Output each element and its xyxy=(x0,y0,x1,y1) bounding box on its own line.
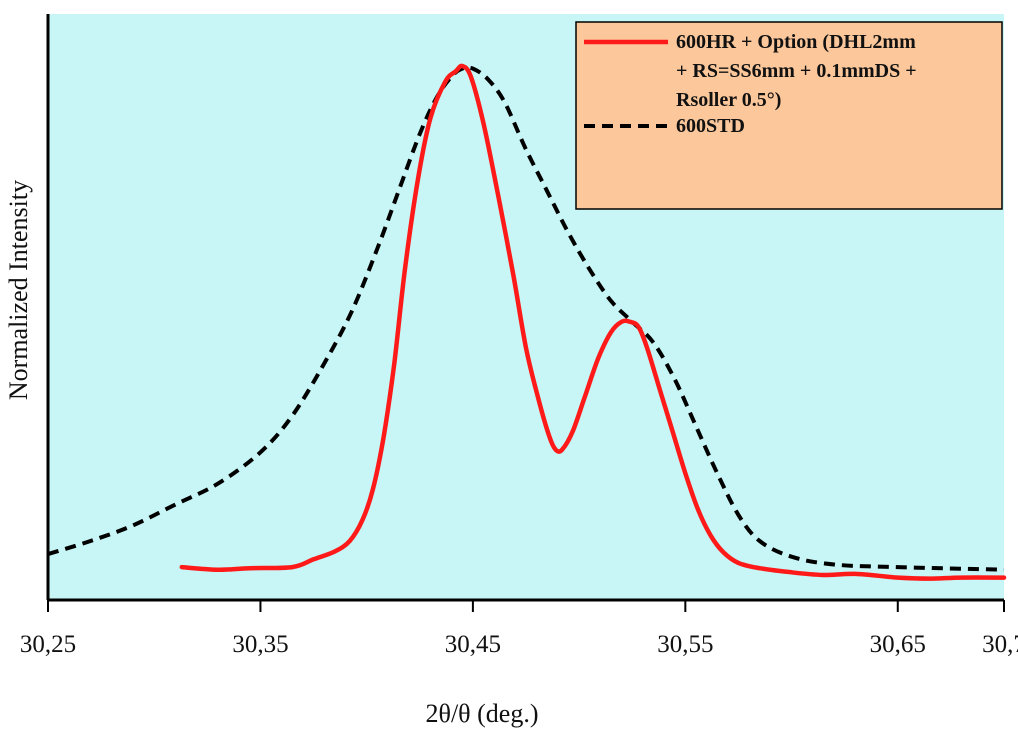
legend-label: Rsoller 0.5°) xyxy=(676,89,781,111)
x-ticks: 30,25 30,35 30,45 30,55 30,65 30,7 xyxy=(20,600,1018,658)
x-tick-label: 30,35 xyxy=(232,631,288,658)
series-layer xyxy=(47,63,1007,581)
x-tick-label: 30,55 xyxy=(657,631,713,658)
x-axis-title: 2θ/θ (deg.) xyxy=(426,699,539,728)
axes-layer xyxy=(46,14,1004,602)
x-tick-label: 30,7 xyxy=(982,631,1018,658)
x-tick-label: 30,45 xyxy=(445,631,501,658)
y-axis-title: Normalized Intensity xyxy=(4,180,33,400)
series-line-0 xyxy=(179,63,1007,581)
legend-label: 600STD xyxy=(676,115,745,137)
x-tick-label: 30,65 xyxy=(870,631,926,658)
x-tick-label: 30,25 xyxy=(20,631,76,658)
legend-box xyxy=(575,21,1003,210)
legend: 600HR + Option (DHL2mm + RS=SS6mm + 0.1mm… xyxy=(575,21,1003,210)
series-line-1 xyxy=(47,65,1005,572)
legend-label: 600HR + Option (DHL2mm xyxy=(676,31,916,53)
legend-label: + RS=SS6mm + 0.1mmDS + xyxy=(676,60,917,82)
